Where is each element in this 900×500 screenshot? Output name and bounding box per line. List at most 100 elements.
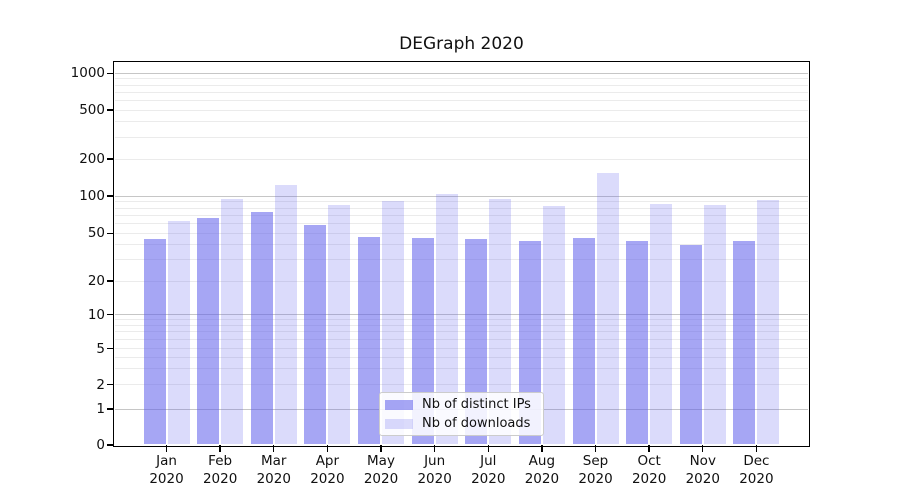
- y-tick-label-100: 100: [79, 188, 105, 204]
- y-tick-mark: [107, 232, 114, 234]
- bar-downloads-sep: [596, 172, 619, 445]
- bar-distinct-ips-apr: [304, 225, 327, 445]
- minor-gridline: [114, 280, 808, 282]
- minor-gridline: [114, 339, 808, 341]
- minor-gridline: [114, 109, 808, 111]
- bar-downloads-aug: [542, 206, 565, 445]
- x-tick-mark: [326, 445, 329, 452]
- minor-gridline: [114, 158, 808, 160]
- minor-gridline: [114, 91, 808, 93]
- minor-gridline: [114, 222, 808, 224]
- y-tick-label-1: 1: [96, 401, 105, 417]
- x-tick-label-jun: Jun 2020: [417, 453, 452, 487]
- x-tick-label-jul: Jul 2020: [471, 453, 506, 487]
- y-tick-label-20: 20: [87, 273, 105, 289]
- x-tick-label-mar: Mar 2020: [256, 453, 291, 487]
- minor-gridline: [114, 99, 808, 101]
- bar-downloads-jun: [435, 193, 458, 445]
- minor-gridline: [114, 136, 808, 138]
- x-tick-label-aug: Aug 2020: [524, 453, 560, 487]
- minor-gridline: [114, 232, 808, 234]
- x-tick-mark: [273, 445, 275, 452]
- minor-gridline: [114, 78, 808, 80]
- x-tick-label-feb: Feb 2020: [202, 453, 238, 487]
- y-tick-label-500: 500: [79, 102, 105, 118]
- bar-distinct-ips-may: [358, 236, 380, 445]
- x-tick-label-apr: Apr 2020: [310, 453, 345, 487]
- y-tick-label-5: 5: [96, 340, 105, 357]
- minor-gridline: [114, 84, 808, 86]
- minor-gridline: [114, 331, 808, 333]
- y-tick-mark: [107, 195, 114, 197]
- y-tick-mark: [107, 72, 114, 74]
- x-tick-mark: [487, 445, 489, 452]
- bar-downloads-apr: [328, 204, 351, 445]
- y-tick-label-2: 2: [96, 376, 105, 393]
- bar-downloads-jul: [489, 199, 512, 445]
- minor-gridline: [114, 121, 808, 123]
- y-tick-mark: [107, 313, 114, 316]
- bar-distinct-ips-jan: [143, 238, 166, 445]
- minor-gridline: [114, 348, 808, 349]
- x-tick-label-oct: Oct 2020: [631, 453, 667, 487]
- bar-downloads-nov: [703, 204, 726, 445]
- y-tick-label-200: 200: [79, 151, 105, 167]
- x-tick-label-may: May 2020: [363, 453, 399, 487]
- x-tick-mark: [702, 445, 704, 452]
- minor-gridline: [114, 207, 808, 209]
- x-tick-mark: [541, 445, 543, 452]
- minor-gridline: [114, 319, 808, 321]
- x-tick-mark: [594, 445, 597, 452]
- bar-distinct-ips-feb: [197, 218, 220, 445]
- y-tick-mark: [107, 158, 114, 160]
- bar-downloads-may: [382, 201, 404, 445]
- y-tick-mark: [107, 383, 114, 386]
- y-tick-mark: [107, 347, 114, 350]
- legend-item-distinct-ips: Nb of distinct IPs: [380, 397, 543, 413]
- major-gridline: [114, 195, 808, 197]
- x-tick-label-dec: Dec 2020: [739, 453, 774, 487]
- legend-label-distinct-ips: Nb of distinct IPs: [422, 397, 531, 412]
- bar-distinct-ips-sep: [572, 237, 595, 445]
- bar-downloads-oct: [650, 204, 673, 445]
- legend-label-downloads: Nb of downloads: [422, 416, 531, 431]
- y-tick-label-1000: 1000: [70, 65, 105, 82]
- major-gridline: [114, 314, 808, 315]
- minor-gridline: [114, 244, 808, 246]
- y-tick-mark: [107, 408, 114, 410]
- x-tick-mark: [380, 445, 382, 452]
- x-tick-label-jan: Jan 2020: [149, 453, 184, 487]
- bar-downloads-dec: [757, 200, 780, 445]
- chart-title: DEGraph 2020: [399, 34, 524, 54]
- x-tick-label-nov: Nov 2020: [685, 453, 720, 487]
- legend-item-downloads: Nb of downloads: [380, 416, 543, 432]
- x-tick-mark: [433, 445, 436, 452]
- minor-gridline: [114, 324, 808, 326]
- x-tick-label-sep: Sep 2020: [578, 453, 613, 487]
- minor-gridline: [114, 201, 808, 203]
- x-tick-mark: [219, 445, 221, 452]
- minor-gridline: [114, 368, 808, 370]
- minor-gridline: [114, 356, 808, 358]
- bar-distinct-ips-nov: [679, 244, 702, 445]
- minor-gridline: [114, 214, 808, 216]
- y-tick-mark: [107, 280, 114, 282]
- bar-downloads-feb: [221, 199, 244, 445]
- x-tick-mark: [755, 445, 758, 452]
- legend-swatch-distinct-ips: [385, 399, 413, 410]
- bar-distinct-ips-dec: [733, 241, 756, 445]
- x-tick-mark: [165, 445, 168, 452]
- major-gridline: [114, 72, 808, 74]
- y-tick-label-50: 50: [87, 225, 105, 242]
- bar-distinct-ips-mar: [250, 212, 273, 445]
- legend: Nb of distinct IPs Nb of downloads: [379, 392, 544, 436]
- bar-downloads-jan: [167, 220, 190, 445]
- bar-downloads-mar: [274, 184, 297, 445]
- minor-gridline: [114, 384, 808, 385]
- y-tick-label-10: 10: [87, 306, 105, 323]
- legend-swatch-downloads: [385, 418, 413, 429]
- bar-distinct-ips-oct: [626, 241, 649, 445]
- minor-gridline: [114, 259, 808, 261]
- x-tick-mark: [648, 445, 650, 452]
